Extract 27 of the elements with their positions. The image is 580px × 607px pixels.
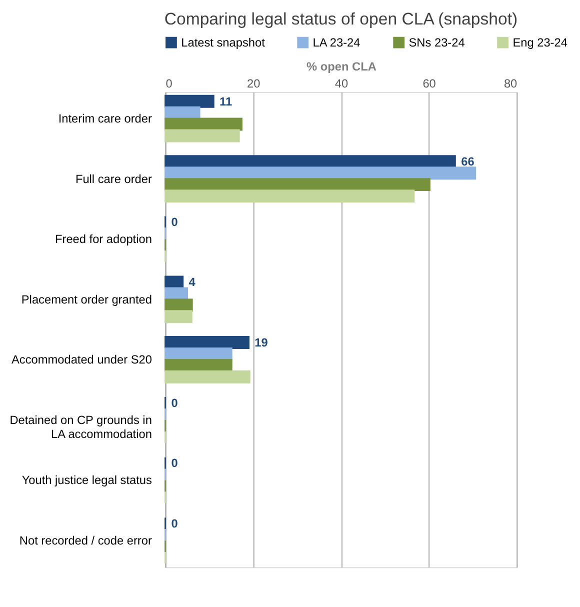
y-tick-label: Not recorded / code error xyxy=(19,534,152,548)
x-tick-label: 0 xyxy=(166,76,173,91)
data-label: 19 xyxy=(254,335,268,350)
data-label: 0 xyxy=(171,214,178,229)
data-label: 0 xyxy=(171,456,178,470)
x-axis-title: % open CLA xyxy=(306,60,377,74)
x-tick-label: 20 xyxy=(247,76,261,91)
legend-label: LA 23-24 xyxy=(312,35,361,50)
x-tick-label: 40 xyxy=(334,76,348,91)
x-tick-label: 60 xyxy=(422,76,436,91)
legend-label: Latest snapshot xyxy=(181,35,266,50)
y-tick-label: Accommodated under S20 xyxy=(12,352,152,367)
y-tick-label: Detained on CP grounds in LA accommodation xyxy=(10,412,152,441)
data-label: 11 xyxy=(220,94,232,108)
legend-label: Eng 23-24 xyxy=(512,35,568,50)
data-label: 0 xyxy=(171,516,178,530)
y-tick-label: Interim care order xyxy=(58,112,152,126)
y-tick-label: Full care order xyxy=(75,172,152,186)
y-tick-label: Placement order granted xyxy=(21,292,152,306)
y-tick-label: Freed for adoption xyxy=(55,232,152,246)
data-label: 66 xyxy=(461,154,475,169)
chart-title: Comparing legal status of open CLA (snapshot) xyxy=(164,10,518,29)
legend-label: SNs 23-24 xyxy=(408,35,466,50)
data-label: 4 xyxy=(188,275,196,290)
y-tick-label: Youth justice legal status xyxy=(22,473,152,488)
data-label: 0 xyxy=(171,396,178,410)
x-tick-label: 80 xyxy=(504,76,518,91)
